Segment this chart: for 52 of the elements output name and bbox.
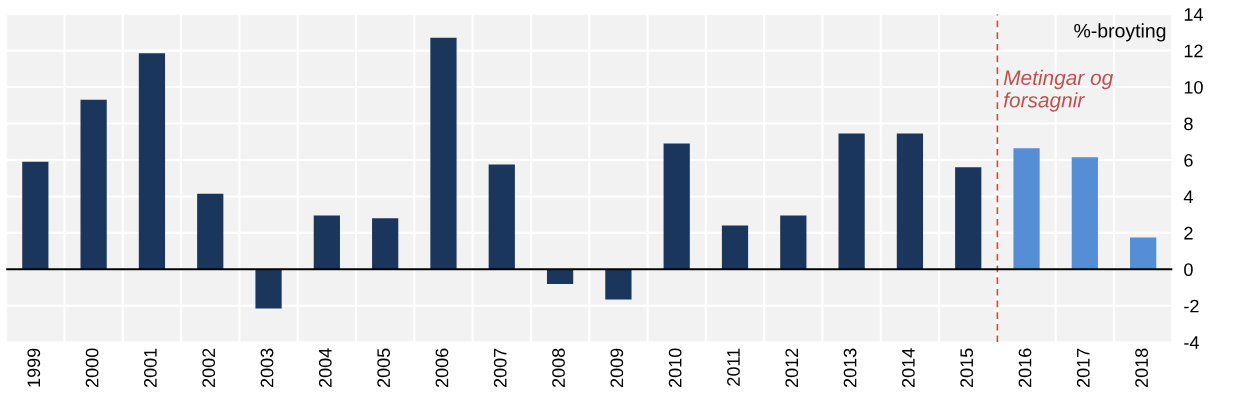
bar [721, 225, 749, 270]
x-tick-label: 2000 [85, 348, 99, 388]
y-tick-label: -4 [1184, 336, 1199, 349]
x-tick-label: 2013 [843, 348, 857, 388]
bar [313, 215, 340, 270]
bar [780, 215, 807, 270]
bar [605, 269, 632, 300]
x-tick-label: 2018 [1135, 348, 1148, 388]
x-tick-label: 2010 [668, 348, 682, 388]
y-tick-label: 12 [1184, 44, 1203, 58]
x-tick-label: 2009 [610, 348, 624, 388]
x-tick-label: 1999 [27, 348, 41, 387]
x-tick-label: 2001 [144, 348, 157, 388]
y-tick-label: 10 [1184, 81, 1203, 94]
y-tick-label: 6 [1184, 153, 1193, 167]
bar [22, 161, 49, 270]
bar [372, 218, 399, 270]
x-tick-label: 2014 [901, 348, 915, 388]
y-tick-label: 4 [1183, 190, 1193, 203]
bar [197, 193, 224, 270]
bar [896, 133, 924, 270]
y-tick-label: -2 [1184, 299, 1199, 313]
bar [663, 143, 690, 270]
bar [255, 269, 282, 309]
y-tick-label: 0 [1184, 263, 1193, 277]
bar [80, 99, 107, 270]
bar [1013, 148, 1040, 270]
bar [546, 269, 574, 284]
x-tick-label: 2006 [435, 348, 449, 388]
bar [488, 164, 515, 270]
bar [1130, 237, 1157, 270]
bar [955, 167, 982, 270]
x-tick-label: 2011 [727, 348, 740, 386]
bar [138, 53, 166, 270]
x-tick-label: 2007 [493, 348, 507, 388]
bar [838, 133, 865, 270]
x-tick-label: 2017 [1076, 348, 1090, 388]
bar [430, 37, 457, 270]
y-tick-label: 14 [1184, 8, 1203, 21]
x-tick-label: 2012 [785, 348, 799, 388]
y-tick-label: 8 [1184, 117, 1193, 131]
x-tick-label: 2003 [260, 348, 274, 388]
y-tick-label: 2 [1184, 226, 1193, 240]
x-tick-label: 2004 [318, 348, 332, 388]
x-tick-label: 2002 [202, 348, 216, 388]
bar [1071, 157, 1098, 270]
x-tick-label: 2005 [377, 348, 391, 388]
x-tick-label: 2015 [960, 348, 974, 388]
x-tick-label: 2016 [1018, 348, 1032, 388]
x-tick-label: 2008 [552, 348, 565, 388]
ref-line-label: Metingar og forsagnir [1003, 69, 1114, 112]
y-axis-title: %-broyting [1074, 23, 1166, 42]
